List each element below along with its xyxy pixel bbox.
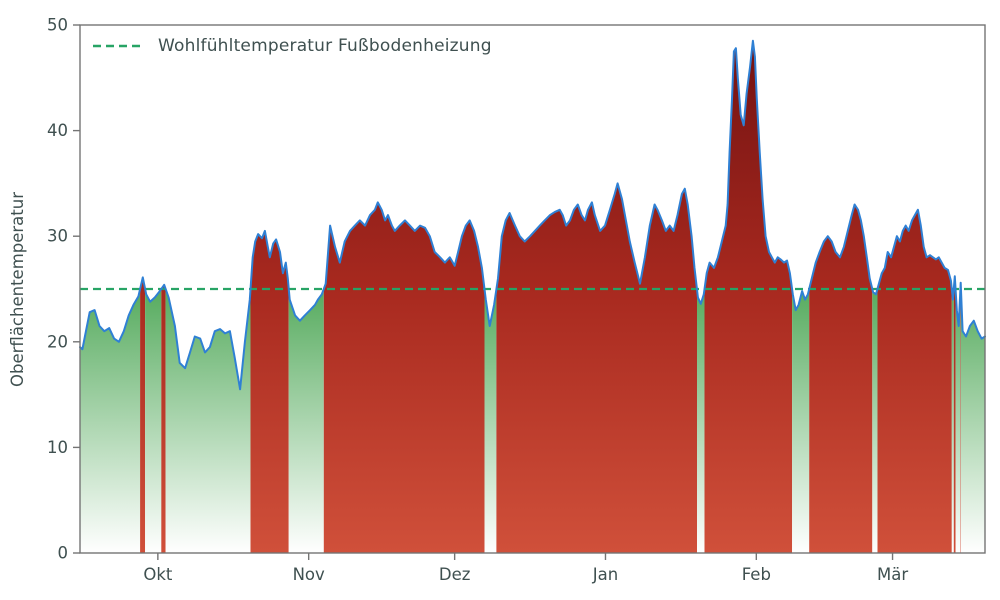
x-tick-label: Mär: [877, 565, 908, 584]
temperature-line: [79, 39, 986, 391]
fill-below-threshold: [165, 289, 251, 553]
y-axis-label: Oberflächentemperatur: [8, 191, 27, 387]
fill-below-threshold: [80, 289, 141, 553]
fill-below-threshold: [955, 289, 961, 553]
x-tick-label: Feb: [742, 565, 771, 584]
fill-above-threshold: [323, 202, 485, 553]
y-tick-label: 0: [58, 544, 69, 563]
x-tick-label: Nov: [293, 565, 325, 584]
fill-below-threshold: [697, 289, 705, 553]
fill-below-threshold: [960, 289, 985, 553]
fill-below-threshold: [484, 289, 497, 553]
fill-above-threshold: [704, 40, 793, 554]
y-tick-label: 10: [47, 438, 68, 457]
legend-line-sample: [93, 44, 143, 48]
fill-below-threshold: [288, 289, 324, 553]
y-tick-label: 20: [47, 332, 68, 351]
fill-above-threshold: [161, 284, 166, 553]
fill-above-threshold: [250, 230, 289, 553]
fill-below-threshold: [872, 289, 878, 553]
y-tick-label: 30: [47, 227, 68, 246]
y-tick-label: 40: [47, 121, 68, 140]
fill-above-threshold: [960, 282, 961, 553]
x-tick-label: Jan: [592, 565, 618, 584]
fill-above-threshold: [809, 204, 873, 553]
x-tick-label: Okt: [143, 565, 173, 584]
area-fills: [80, 40, 985, 554]
legend: Wohlfühltemperatur Fußbodenheizung: [92, 36, 492, 56]
legend-label: Wohlfühltemperatur Fußbodenheizung: [158, 36, 492, 56]
fill-below-threshold: [792, 289, 810, 553]
fill-below-threshold: [951, 289, 954, 553]
fill-above-threshold: [140, 277, 146, 553]
y-axis-label-wrap: Oberflächentemperatur: [8, 25, 27, 553]
y-tick-label: 50: [47, 16, 68, 35]
fill-above-threshold: [877, 209, 952, 554]
fill-above-threshold: [953, 276, 956, 553]
fill-below-threshold: [145, 289, 162, 553]
fill-above-threshold: [496, 183, 697, 553]
plot-box: [79, 24, 986, 554]
x-tick-label: Dez: [439, 565, 471, 584]
